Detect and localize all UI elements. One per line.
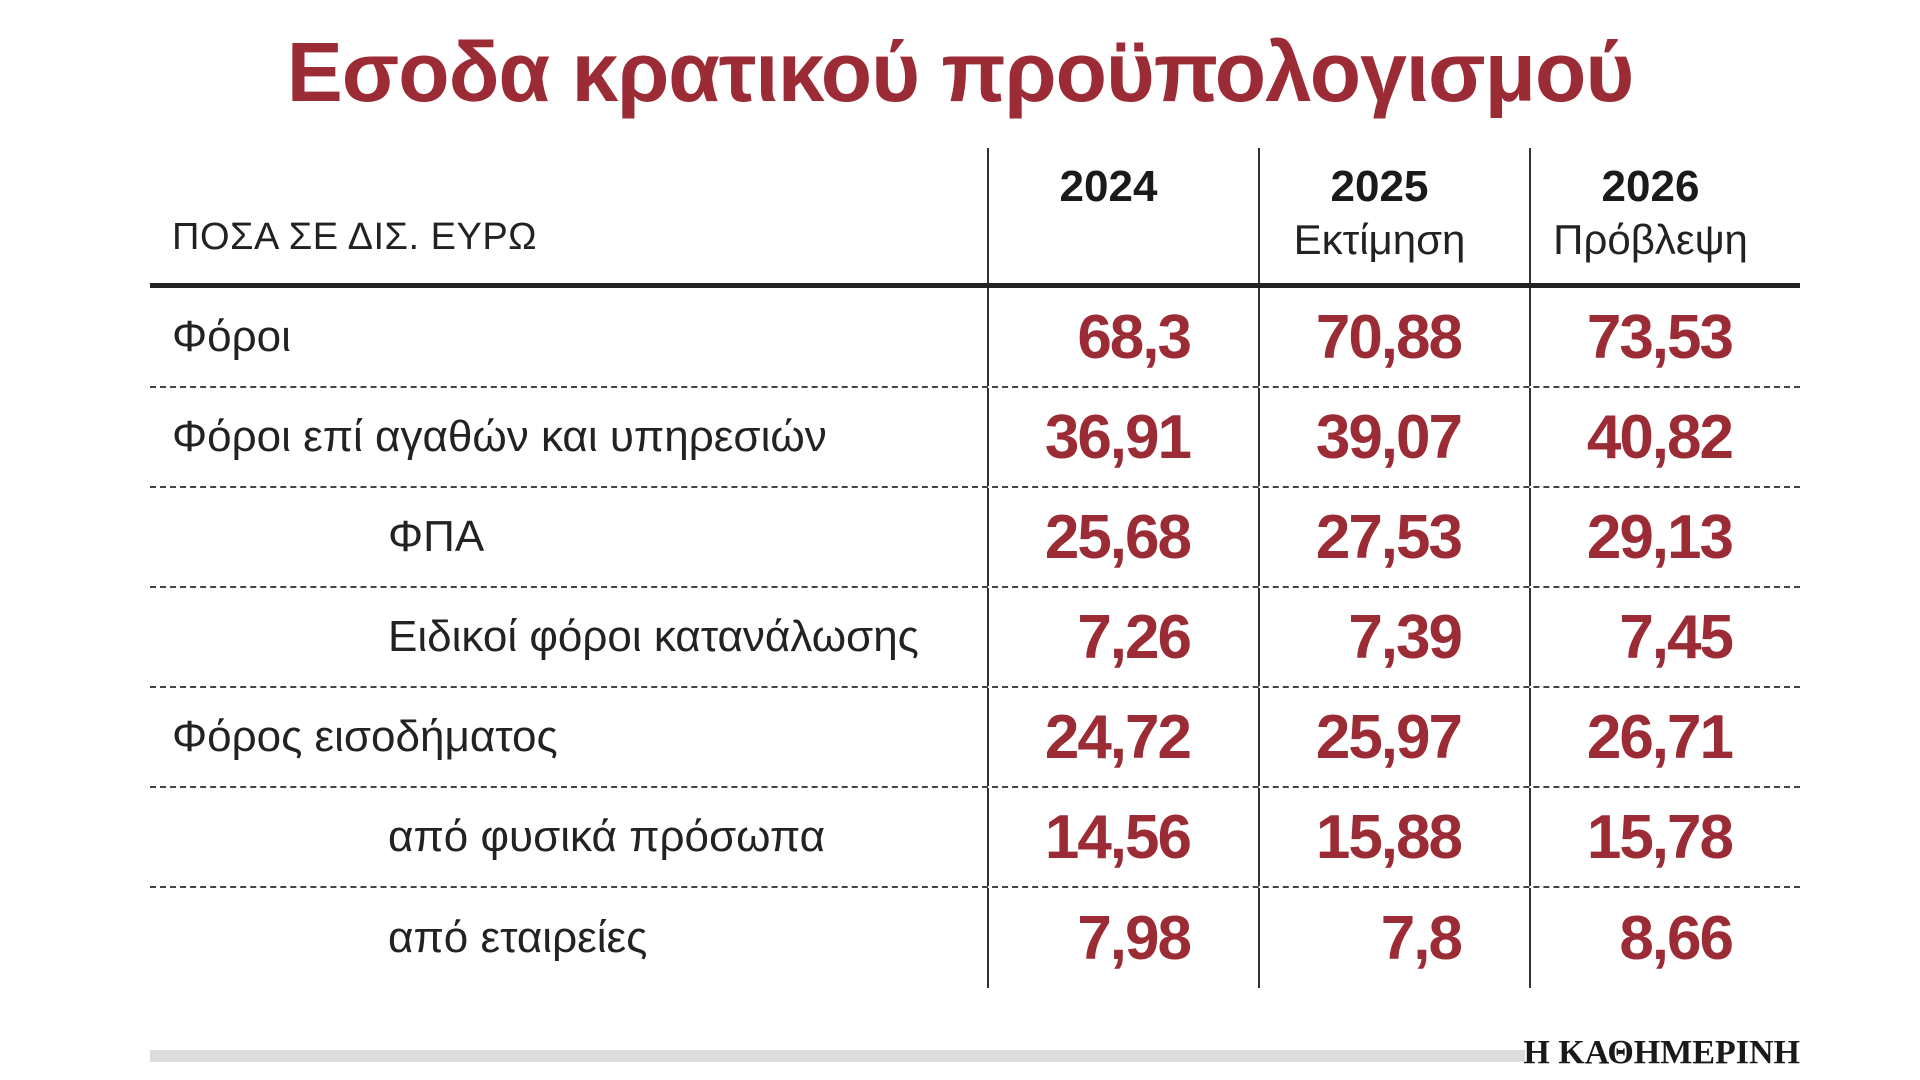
row-label: Φόροι επί αγαθών και υπηρεσιών xyxy=(172,412,827,461)
footer-bar xyxy=(150,1050,1525,1062)
value-cell: 27,53 xyxy=(1258,488,1529,586)
value-cell: 7,98 xyxy=(987,888,1258,988)
row-label: Φόρος εισοδήματος xyxy=(172,712,558,761)
value-cell: 8,66 xyxy=(1529,888,1800,988)
row-label: Φόροι xyxy=(172,312,291,361)
value-cell: 36,91 xyxy=(987,388,1258,486)
revenue-table: ΠΟΣΑ ΣΕ ΔΙΣ. ΕΥΡΩ 2024 2025 Εκτίμηση 202… xyxy=(150,148,1800,988)
table-row: ΦΠΑ 25,68 27,53 29,13 xyxy=(150,488,1800,588)
table-header: ΠΟΣΑ ΣΕ ΔΙΣ. ΕΥΡΩ 2024 2025 Εκτίμηση 202… xyxy=(150,148,1800,288)
table-row: Φόροι 68,3 70,88 73,53 xyxy=(150,288,1800,388)
value-cell: 15,88 xyxy=(1258,788,1529,886)
value-cell: 15,78 xyxy=(1529,788,1800,886)
table-row: Ειδικοί φόροι κατανάλωσης 7,26 7,39 7,45 xyxy=(150,588,1800,688)
column-year: 2024 xyxy=(1059,162,1158,211)
column-header-2024: 2024 xyxy=(987,148,1258,283)
column-subtitle: Πρόβλεψη xyxy=(1553,216,1748,263)
value-cell: 39,07 xyxy=(1258,388,1529,486)
row-label: Ειδικοί φόροι κατανάλωσης xyxy=(388,612,919,661)
table-row: Φόροι επί αγαθών και υπηρεσιών 36,91 39,07… xyxy=(150,388,1800,488)
value-cell: 68,3 xyxy=(987,288,1258,386)
value-cell: 73,53 xyxy=(1529,288,1800,386)
column-header-2025: 2025 Εκτίμηση xyxy=(1258,148,1529,283)
brand-logo: Η ΚΑΘΗΜΕΡΙΝΗ xyxy=(1523,1034,1800,1071)
table-body: Φόροι 68,3 70,88 73,53 Φόροι επί αγαθών και … xyxy=(150,288,1800,988)
table-row: από εταιρείες 7,98 7,8 8,66 xyxy=(150,888,1800,988)
value-cell: 7,8 xyxy=(1258,888,1529,988)
chart-title: Εσοδα κρατικού προϋπολογισμού xyxy=(286,25,1634,119)
row-label: από φυσικά πρόσωπα xyxy=(388,812,826,861)
table-row: Φόρος εισοδήματος 24,72 25,97 26,71 xyxy=(150,688,1800,788)
value-cell: 29,13 xyxy=(1529,488,1800,586)
value-cell: 24,72 xyxy=(987,688,1258,786)
value-cell: 14,56 xyxy=(987,788,1258,886)
unit-label: ΠΟΣΑ ΣΕ ΔΙΣ. ΕΥΡΩ xyxy=(172,216,538,258)
column-header-2026: 2026 Πρόβλεψη xyxy=(1529,148,1800,283)
column-year: 2025 xyxy=(1330,162,1429,211)
row-label: ΦΠΑ xyxy=(388,512,485,561)
value-cell: 25,97 xyxy=(1258,688,1529,786)
value-cell: 25,68 xyxy=(987,488,1258,586)
value-cell: 26,71 xyxy=(1529,688,1800,786)
value-cell: 7,45 xyxy=(1529,588,1800,686)
value-cell: 7,26 xyxy=(987,588,1258,686)
value-cell: 7,39 xyxy=(1258,588,1529,686)
column-year: 2026 xyxy=(1601,162,1700,211)
value-cell: 70,88 xyxy=(1258,288,1529,386)
table-row: από φυσικά πρόσωπα 14,56 15,88 15,78 xyxy=(150,788,1800,888)
value-cell: 40,82 xyxy=(1529,388,1800,486)
row-label: από εταιρείες xyxy=(388,913,648,962)
column-subtitle: Εκτίμηση xyxy=(1293,216,1466,263)
